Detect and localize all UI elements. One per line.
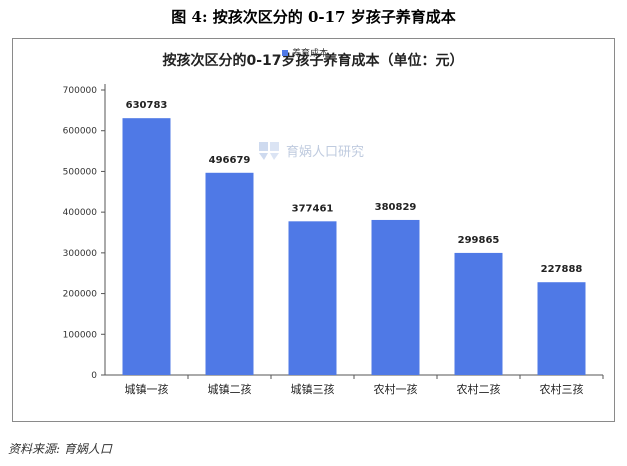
bar-6 <box>537 282 586 375</box>
bar-5 <box>454 252 503 375</box>
y-tick-label: 700000 <box>63 86 98 96</box>
data-label: 496679 <box>209 155 251 166</box>
y-tick-label: 600000 <box>63 127 98 137</box>
source-note: 资料来源: 育娲人口 <box>8 442 112 456</box>
bar-2 <box>205 172 254 375</box>
bar-chart: 按孩次区分的0-17岁孩子养育成本（单位：元） 0 100000 200000 3000… <box>63 52 604 396</box>
y-tick-label: 200000 <box>63 290 98 300</box>
x-tick-label: 农村一孩 <box>374 382 418 396</box>
y-tick-label: 300000 <box>63 249 98 259</box>
bar-3 <box>288 221 337 375</box>
figure-caption: 图 4: 按孩次区分的 0-17 岁孩子养育成本 <box>171 8 456 26</box>
x-tick-label: 城镇一孩 <box>125 382 169 396</box>
y-tick-label: 0 <box>91 371 97 381</box>
bar-1 <box>122 118 171 375</box>
yuwa-logo-icon <box>259 142 279 160</box>
data-label: 227888 <box>541 264 583 275</box>
chart-title: 按孩次区分的0-17岁孩子养育成本（单位：元） <box>162 52 463 69</box>
data-label: 299865 <box>458 235 500 246</box>
watermark: 育娲人口研究 <box>258 139 364 161</box>
data-label: 377461 <box>292 203 334 214</box>
legend-label: 养育成本 <box>292 49 329 59</box>
bar-4 <box>371 219 420 375</box>
chart-legend: 养育成本 <box>282 46 328 59</box>
x-tick-label: 农村三孩 <box>540 382 584 396</box>
y-tick-label: 400000 <box>63 208 98 218</box>
x-tick-label: 农村二孩 <box>457 382 501 396</box>
legend-swatch <box>282 49 288 56</box>
y-tick-label: 500000 <box>63 167 98 177</box>
data-label: 630783 <box>126 100 168 111</box>
chart-panel: 按孩次区分的0-17岁孩子养育成本（单位：元） 0 100000 200000 3000… <box>12 38 615 422</box>
watermark-text: 育娲人口研究 <box>286 144 365 160</box>
x-tick-label: 城镇二孩 <box>208 382 252 396</box>
y-tick-label: 100000 <box>63 330 98 340</box>
data-label: 380829 <box>375 202 417 213</box>
x-tick-label: 城镇三孩 <box>291 382 335 396</box>
